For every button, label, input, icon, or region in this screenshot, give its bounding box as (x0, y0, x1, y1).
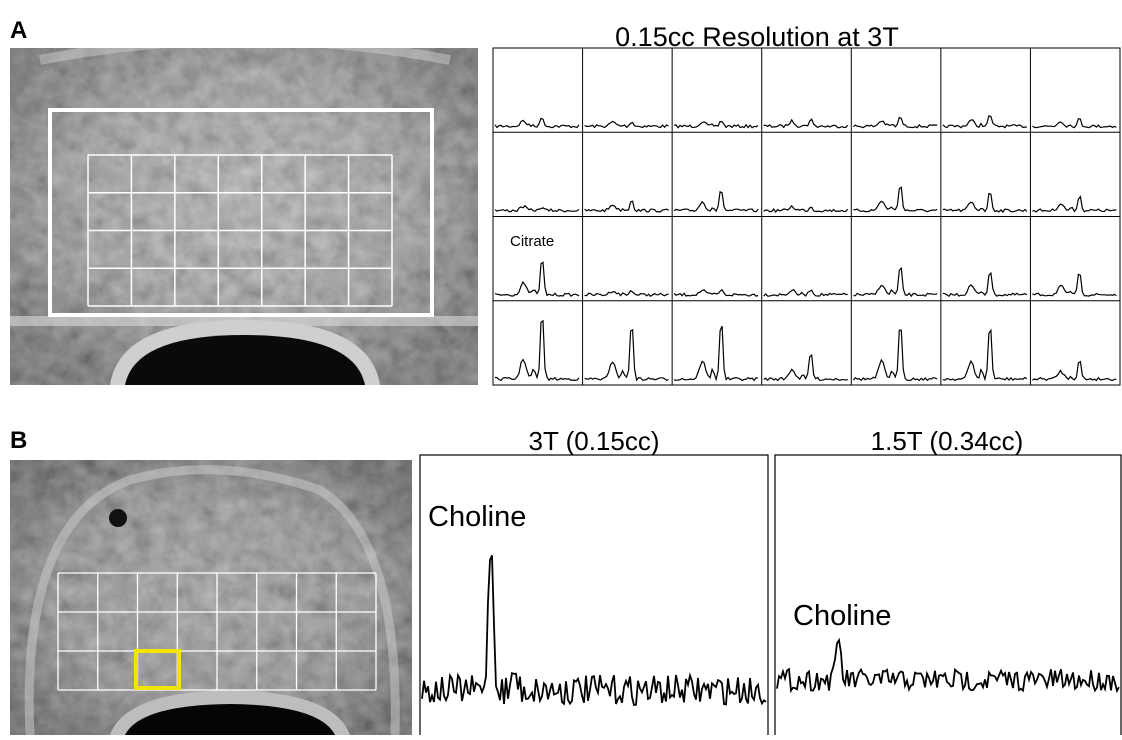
selected-voxel (134, 649, 181, 690)
spectrum-trace (853, 266, 938, 298)
spectrum-title: 1.5T (0.34cc) (871, 426, 1024, 456)
spectrum-trace (942, 192, 1028, 213)
spectrum-trace (674, 325, 759, 382)
spectrum-trace (1032, 195, 1117, 213)
spectrum-trace (673, 190, 759, 213)
spectrum-trace (494, 204, 580, 213)
spectrum-trace (942, 115, 1027, 129)
spectrum-box (419, 454, 769, 738)
spectrum-title: 3T (0.15cc) (528, 426, 659, 456)
spectrum-box (774, 454, 1122, 738)
voxel-grid-a (87, 154, 393, 307)
spectrum-trace (673, 288, 759, 297)
spectrum-trace (763, 204, 849, 214)
spectrum-trace (763, 288, 848, 297)
spectrum-trace (494, 261, 580, 298)
spectrum-trace (494, 319, 580, 382)
spectrum-trace (763, 354, 848, 382)
spectrum-trace (584, 120, 669, 129)
spectrum-trace (763, 118, 849, 129)
selection-box (48, 108, 434, 317)
panel-label: B (10, 427, 27, 454)
spectra-b (421, 554, 1120, 706)
spectrum-trace (942, 271, 1028, 298)
spectrum-trace (494, 117, 580, 129)
spectrum-trace (584, 328, 669, 382)
peak-label: Choline (793, 600, 891, 632)
spectrum-trace (942, 328, 1028, 382)
peak-label: Choline (428, 501, 526, 533)
voxel-grid-b (57, 572, 377, 691)
spectrum-trace (852, 329, 938, 382)
spectrum-trace (1032, 360, 1117, 382)
mri-image-a (10, 48, 478, 385)
spectrum-trace (1032, 273, 1117, 297)
spectrum-trace (421, 554, 767, 706)
spectrum-trace (674, 120, 759, 129)
spectrum-trace (852, 116, 938, 129)
peak-label: Citrate (510, 233, 554, 250)
spectrum-trace (584, 289, 669, 297)
panel-label: A (10, 17, 27, 44)
spectrum-trace (1032, 118, 1117, 129)
spectrum-trace (853, 186, 938, 213)
spectrum-trace (584, 200, 669, 213)
spectra-cells (493, 48, 1120, 385)
mri-image-b (10, 460, 412, 735)
panel-title: 0.15cc Resolution at 3T (615, 22, 899, 52)
spectrum-trace (776, 637, 1120, 694)
